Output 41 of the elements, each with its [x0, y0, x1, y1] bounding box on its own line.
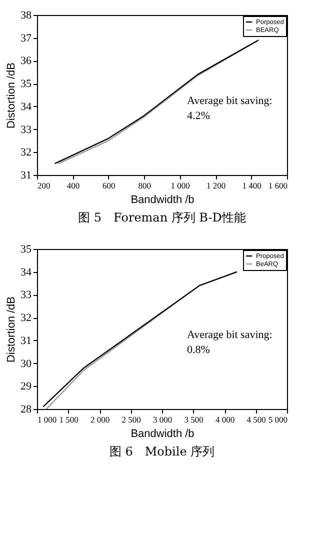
y-tick-label: 35: [20, 244, 32, 256]
y-tick-label: 31: [20, 334, 32, 347]
x-tick-label: 3 000: [152, 414, 172, 424]
text: 图 6 Mobile 序列: [109, 444, 215, 458]
x-tick-label: 600: [102, 180, 116, 190]
x-tick-label: 5 000: [268, 414, 288, 424]
annotation: Average bit saving: 0.8%: [187, 329, 272, 356]
x-tick-label: 3 500: [184, 414, 204, 424]
y-tick-label: 31: [20, 170, 32, 182]
x-tick-label: 1 000: [170, 180, 190, 190]
x-tick-label: 1 600: [268, 180, 288, 190]
y-tick-label: 32: [20, 146, 32, 159]
y-tick-label: 34: [20, 266, 32, 278]
x-tick-label: 400: [66, 180, 80, 190]
text: 图 5 Foreman 序列 B-D性能: [78, 210, 246, 224]
x-tick-label: 1 400: [242, 180, 262, 190]
y-tick-label: 38: [20, 10, 32, 22]
x-axis-title: Bandwidth /b: [130, 194, 194, 206]
x-tick-label: 200: [38, 180, 50, 190]
y-tick-label: 33: [20, 124, 32, 136]
x-axis-title: Bandwidth /b: [130, 428, 194, 440]
x-tick-label: 4 500: [246, 414, 266, 424]
y-tick-label: 33: [20, 289, 32, 302]
x-tick-label: 4 000: [215, 414, 235, 424]
y-tick-label: 32: [20, 312, 32, 324]
y-axis-title: Distortion /dB: [6, 62, 18, 129]
y-axis-title: Distortion /dB: [6, 296, 18, 363]
y-tick-label: 35: [20, 78, 32, 90]
x-tick-label: 800: [138, 180, 152, 190]
y-tick-label: 29: [20, 380, 32, 393]
annotation: Average bit saving: 4.2%: [187, 95, 272, 122]
y-tick-label: 37: [20, 32, 32, 44]
y-tick-label: 34: [20, 100, 32, 113]
x-tick-label: 2 500: [122, 414, 141, 424]
y-tick-label: 36: [20, 55, 32, 68]
x-tick-label: 2 000: [90, 414, 110, 424]
x-tick-label: 1 200: [206, 180, 226, 190]
x-tick-label: 1 500: [59, 414, 78, 424]
y-tick-label: 28: [20, 404, 32, 416]
y-tick-label: 30: [20, 358, 32, 370]
x-tick-label: 1 000: [38, 414, 57, 424]
